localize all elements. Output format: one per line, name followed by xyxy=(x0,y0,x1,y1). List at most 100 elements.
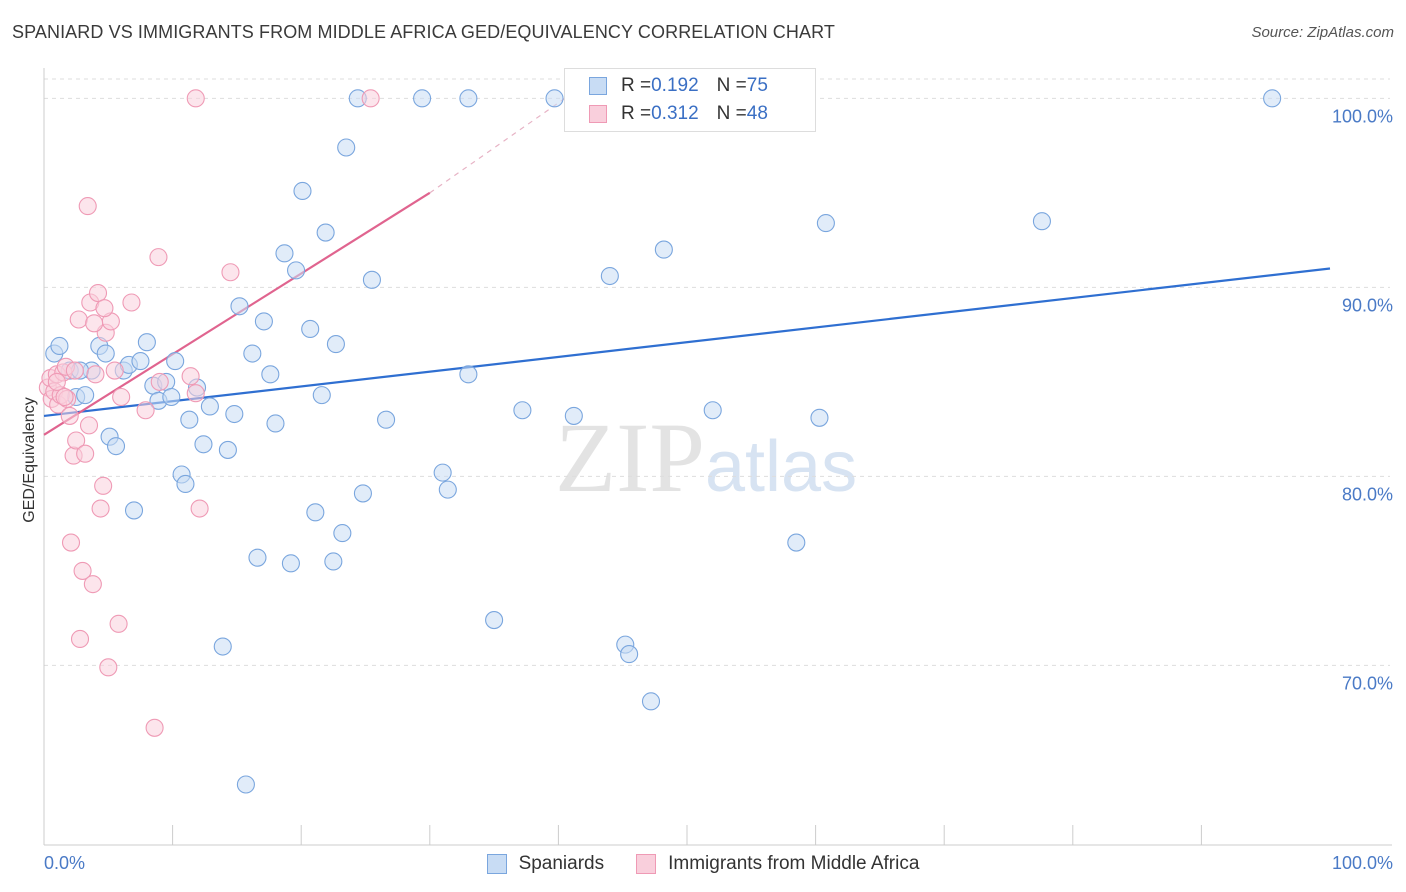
point-spaniards xyxy=(459,365,478,384)
point-middle-africa xyxy=(109,614,128,633)
point-middle-africa xyxy=(105,361,124,380)
legend-swatch-pink xyxy=(636,854,657,874)
watermark: ZIPatlas xyxy=(555,400,857,515)
point-spaniards xyxy=(166,352,185,371)
legend-swatch-pink xyxy=(589,105,607,123)
point-middle-africa xyxy=(67,431,86,450)
trend-line-spaniards xyxy=(43,267,1331,418)
point-spaniards xyxy=(124,501,144,520)
point-middle-africa xyxy=(85,314,104,333)
point-spaniards xyxy=(266,414,285,433)
r-value: 0.312 xyxy=(651,103,699,124)
point-middle-africa xyxy=(78,197,97,216)
point-spaniards xyxy=(50,336,69,356)
point-spaniards xyxy=(287,261,306,280)
point-spaniards xyxy=(326,335,345,354)
point-spaniards xyxy=(96,344,115,363)
point-middle-africa xyxy=(86,365,105,384)
point-spaniards xyxy=(564,406,583,425)
point-spaniards xyxy=(433,463,452,482)
point-spaniards xyxy=(654,240,673,259)
point-spaniards xyxy=(353,484,372,503)
point-middle-africa xyxy=(186,384,205,403)
point-spaniards xyxy=(641,692,661,711)
point-middle-africa xyxy=(69,310,88,329)
n-value: 75 xyxy=(746,75,768,96)
point-middle-africa xyxy=(122,293,141,312)
y-tick-label: 90.0% xyxy=(1342,295,1393,315)
chart-title: SPANIARD VS IMMIGRANTS FROM MIDDLE AFRIC… xyxy=(12,22,835,42)
point-spaniards xyxy=(301,319,320,339)
point-middle-africa xyxy=(73,561,92,580)
trend-extension-middle-africa xyxy=(429,97,566,194)
n-value: 48 xyxy=(746,103,768,124)
point-middle-africa xyxy=(79,416,99,435)
point-spaniards xyxy=(281,554,300,573)
n-label: N = xyxy=(716,103,747,124)
point-spaniards xyxy=(131,352,150,371)
point-middle-africa xyxy=(221,263,240,282)
point-spaniards xyxy=(243,344,262,363)
point-spaniards xyxy=(76,386,95,405)
point-spaniards xyxy=(275,244,294,263)
source-label: Source: ZipAtlas.com xyxy=(1251,24,1394,41)
point-spaniards xyxy=(1032,212,1051,231)
point-spaniards xyxy=(213,637,232,656)
r-label: R = xyxy=(621,75,652,96)
point-middle-africa xyxy=(361,89,380,108)
series-legend: Spaniards Immigrants from Middle Africa xyxy=(0,852,1406,876)
legend-swatch-blue xyxy=(486,854,507,874)
point-spaniards xyxy=(459,89,478,108)
point-middle-africa xyxy=(76,444,95,463)
point-spaniards xyxy=(545,89,564,108)
point-spaniards xyxy=(413,89,432,108)
point-spaniards xyxy=(816,214,835,233)
point-middle-africa xyxy=(112,387,131,407)
point-middle-africa xyxy=(181,367,200,386)
point-spaniards xyxy=(810,408,829,427)
point-middle-africa xyxy=(94,476,113,495)
point-middle-africa xyxy=(65,361,84,380)
point-middle-africa xyxy=(149,248,168,267)
point-spaniards xyxy=(261,365,280,384)
n-label: N = xyxy=(716,75,747,96)
point-spaniards xyxy=(600,266,619,286)
point-spaniards xyxy=(225,404,244,424)
points xyxy=(38,89,1282,794)
legend-label: Immigrants from Middle Africa xyxy=(668,853,920,874)
point-spaniards xyxy=(293,181,312,201)
point-spaniards xyxy=(316,223,335,242)
point-middle-africa xyxy=(83,575,102,594)
point-spaniards xyxy=(787,533,806,552)
point-spaniards xyxy=(200,397,219,416)
point-spaniards xyxy=(513,401,532,420)
point-middle-africa xyxy=(55,387,74,407)
legend-item-middle-africa[interactable]: Immigrants from Middle Africa xyxy=(636,853,919,875)
watermark-atlas: atlas xyxy=(705,427,858,507)
stats-row-spaniards: R = 0.192 N = 75 xyxy=(589,74,768,98)
point-spaniards xyxy=(230,297,249,316)
point-spaniards xyxy=(218,440,237,459)
point-spaniards xyxy=(236,775,255,794)
point-middle-africa xyxy=(60,406,79,425)
stats-legend: R = 0.192 N = 75 R = 0.312 N = 48 xyxy=(564,68,816,132)
stats-row-middle-africa: R = 0.312 N = 48 xyxy=(589,102,768,126)
point-middle-africa xyxy=(99,658,118,677)
axes xyxy=(43,68,1392,846)
point-spaniards xyxy=(312,386,331,405)
point-spaniards xyxy=(254,312,273,331)
legend-item-spaniards[interactable]: Spaniards xyxy=(486,853,604,875)
point-middle-africa xyxy=(186,89,205,108)
point-middle-africa xyxy=(61,533,81,552)
point-spaniards xyxy=(377,410,396,429)
x-tick-label: 0.0% xyxy=(44,853,85,873)
y-tick-label: 70.0% xyxy=(1342,673,1393,693)
point-spaniards xyxy=(162,387,181,407)
point-spaniards xyxy=(362,270,381,289)
point-spaniards xyxy=(137,333,156,352)
point-middle-africa xyxy=(95,299,114,318)
point-spaniards xyxy=(333,524,352,543)
point-spaniards xyxy=(620,645,639,664)
point-spaniards xyxy=(180,410,199,429)
